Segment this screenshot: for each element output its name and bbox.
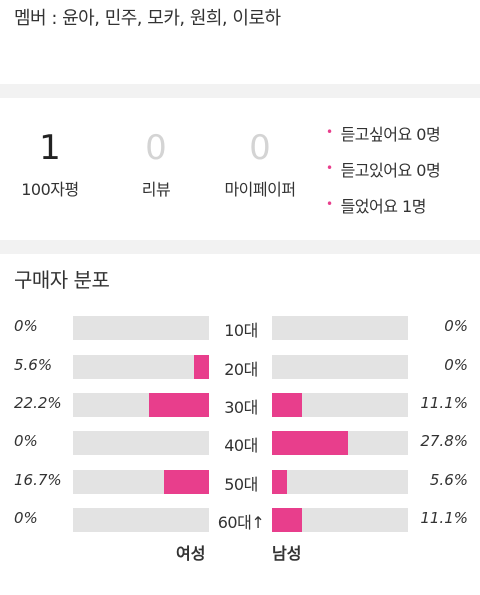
stat-mypaper-label: 마이페이퍼: [224, 180, 296, 199]
female-bar-track: [73, 316, 209, 340]
female-bar-track: [73, 431, 209, 455]
female-percent: 0%: [14, 509, 38, 527]
bullet-icon: •: [326, 125, 333, 139]
stats-section: 1 100자평 0 리뷰 0 마이페이퍼 • 듣고싶어요 0명 • 듣고있어요 0명…: [0, 112, 480, 240]
male-bar-fill: [272, 508, 302, 532]
male-bar-track: [272, 431, 408, 455]
female-column-label: 여성: [176, 544, 206, 563]
age-label: 50대: [224, 475, 258, 494]
female-percent: 0%: [14, 432, 38, 450]
female-percent: 5.6%: [14, 356, 53, 374]
male-percent: 0%: [444, 356, 468, 374]
bullet-icon: •: [326, 197, 333, 211]
female-bar-fill: [194, 355, 209, 379]
age-row-10s: 0% 10대 0%: [0, 316, 480, 342]
female-bar-track: [73, 393, 209, 417]
stat-review-count: 0: [145, 128, 167, 168]
listened-item[interactable]: • 들었어요 1명: [326, 192, 440, 228]
female-bar-track: [73, 355, 209, 379]
age-row-60s-plus: 0% 60대↑ 11.1%: [0, 508, 480, 534]
female-bar-track: [73, 508, 209, 532]
female-bar-fill: [149, 393, 209, 417]
age-label: 40대: [224, 436, 258, 455]
female-percent: 16.7%: [14, 471, 62, 489]
female-percent: 22.2%: [14, 394, 62, 412]
female-bar-fill: [164, 470, 209, 494]
stat-mypaper[interactable]: 0 마이페이퍼: [190, 128, 330, 200]
male-percent: 5.6%: [429, 471, 468, 489]
male-column-label: 남성: [272, 544, 302, 563]
stat-mypaper-count: 0: [249, 128, 271, 168]
male-bar-track: [272, 470, 408, 494]
members-line: 멤버 : 윤아, 민주, 모카, 원희, 이로하: [14, 8, 281, 29]
male-percent: 27.8%: [420, 432, 468, 450]
age-row-30s: 22.2% 30대 11.1%: [0, 393, 480, 419]
stat-review[interactable]: 0 리뷰: [86, 128, 226, 200]
age-row-50s: 16.7% 50대 5.6%: [0, 470, 480, 496]
bullet-icon: •: [326, 161, 333, 175]
listened-text: 들었어요 1명: [340, 197, 427, 216]
male-bar-track: [272, 316, 408, 340]
male-bar-track: [272, 393, 408, 417]
male-percent: 11.1%: [420, 509, 468, 527]
age-row-20s: 5.6% 20대 0%: [0, 355, 480, 381]
age-label: 60대↑: [217, 513, 265, 532]
section-divider: [0, 84, 480, 98]
female-percent: 0%: [14, 317, 38, 335]
male-bar-track: [272, 355, 408, 379]
male-bar-track: [272, 508, 408, 532]
male-percent: 0%: [444, 317, 468, 335]
stat-short-review-label: 100자평: [21, 180, 79, 199]
listening-text: 듣고있어요 0명: [340, 161, 441, 180]
want-to-listen-item[interactable]: • 듣고싶어요 0명: [326, 120, 441, 156]
stat-review-label: 리뷰: [141, 180, 171, 199]
age-label: 20대: [224, 360, 258, 379]
male-percent: 11.1%: [420, 394, 468, 412]
stat-short-review-count: 1: [39, 128, 61, 168]
age-label: 30대: [224, 398, 258, 417]
listening-item[interactable]: • 듣고있어요 0명: [326, 156, 441, 192]
female-bar-track: [73, 470, 209, 494]
stat-short-review[interactable]: 1 100자평: [0, 128, 120, 200]
section-divider: [0, 240, 480, 254]
age-row-40s: 0% 40대 27.8%: [0, 431, 480, 457]
want-to-listen-text: 듣고싶어요 0명: [340, 125, 441, 144]
listen-status-list: • 듣고싶어요 0명 • 듣고있어요 0명 • 들었어요 1명: [326, 120, 441, 228]
male-bar-fill: [272, 393, 302, 417]
buyer-distribution-title: 구매자 분포: [14, 268, 110, 292]
male-bar-fill: [272, 470, 287, 494]
age-label: 10대: [224, 321, 258, 340]
male-bar-fill: [272, 431, 348, 455]
